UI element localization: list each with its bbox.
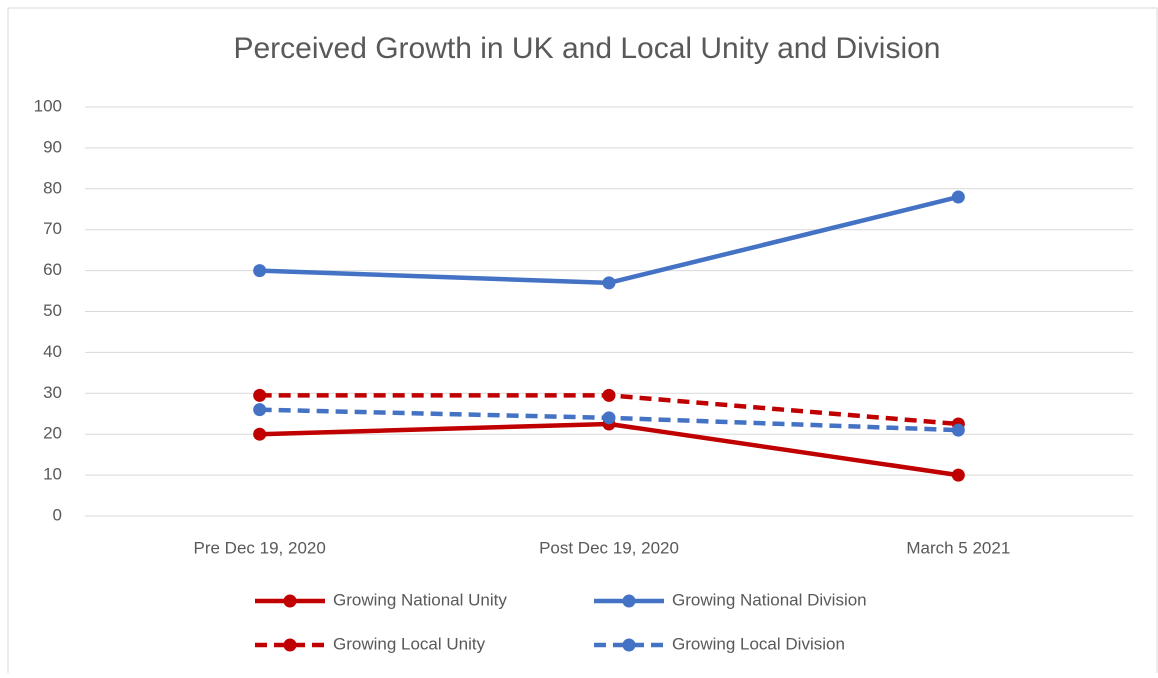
legend-label: Growing Local Division	[672, 634, 845, 653]
data-point	[602, 276, 616, 290]
data-point	[951, 468, 965, 482]
y-tick-label: 90	[43, 137, 62, 156]
data-point	[951, 190, 965, 204]
data-point	[253, 403, 267, 417]
y-tick-label: 20	[43, 424, 62, 443]
data-point	[253, 427, 267, 441]
x-tick-label: Pre Dec 19, 2020	[194, 538, 326, 557]
y-tick-label: 10	[43, 465, 62, 484]
data-point	[602, 388, 616, 402]
data-point	[253, 388, 267, 402]
data-point	[951, 423, 965, 437]
legend-label: Growing National Division	[672, 590, 867, 609]
legend-marker	[622, 638, 636, 652]
data-point	[602, 411, 616, 425]
legend-marker	[283, 594, 297, 608]
y-tick-label: 80	[43, 178, 62, 197]
y-tick-label: 40	[43, 342, 62, 361]
chart-frame	[7, 7, 1158, 678]
y-tick-label: 50	[43, 301, 62, 320]
y-tick-label: 100	[34, 96, 62, 115]
y-tick-label: 30	[43, 383, 62, 402]
y-tick-label: 60	[43, 260, 62, 279]
y-tick-label: 0	[53, 505, 62, 524]
chart-title: Perceived Growth in UK and Local Unity a…	[233, 32, 940, 65]
x-tick-label: March 5 2021	[906, 538, 1010, 557]
y-tick-label: 70	[43, 219, 62, 238]
data-point	[253, 264, 267, 278]
legend-marker	[283, 638, 297, 652]
legend-label: Growing Local Unity	[333, 634, 486, 653]
x-tick-label: Post Dec 19, 2020	[539, 538, 679, 557]
legend-label: Growing National Unity	[333, 590, 507, 609]
legend-marker	[622, 594, 636, 608]
